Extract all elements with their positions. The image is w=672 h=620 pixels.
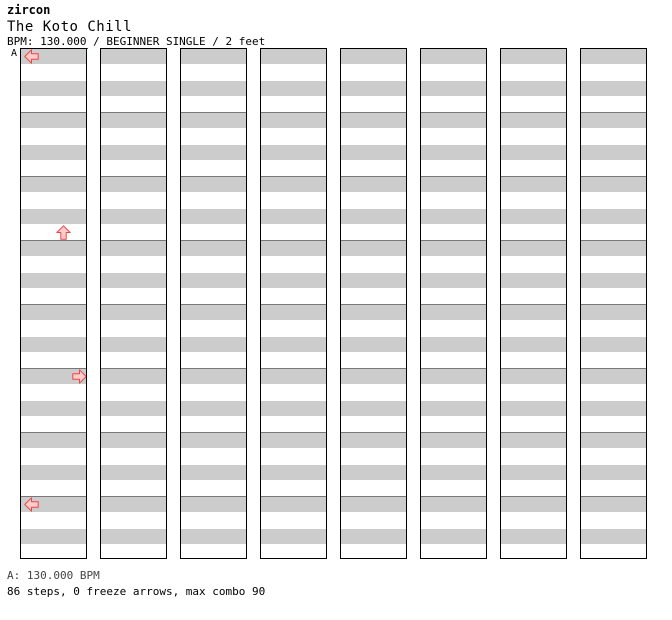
- measure-line: [421, 240, 486, 241]
- measure-line: [101, 240, 166, 241]
- measure-line: [341, 112, 406, 113]
- measure-line: [501, 176, 566, 177]
- chart-column: [20, 48, 87, 559]
- measure-line: [21, 432, 86, 433]
- measure-line: [341, 176, 406, 177]
- measure-line: [341, 304, 406, 305]
- measure-line: [21, 176, 86, 177]
- measure-line: [421, 368, 486, 369]
- measure-line: [261, 496, 326, 497]
- measure-line: [581, 112, 646, 113]
- measure-line: [341, 240, 406, 241]
- measure-line: [21, 496, 86, 497]
- measure-line: [581, 240, 646, 241]
- up-arrow-icon: [56, 225, 71, 240]
- chart-meta: BPM: 130.000 / BEGINNER SINGLE / 2 feet: [7, 35, 266, 48]
- measure-line: [101, 304, 166, 305]
- measure-line: [421, 432, 486, 433]
- measure-line: [181, 496, 246, 497]
- measure-line: [181, 240, 246, 241]
- measure-line: [581, 368, 646, 369]
- measure-line: [501, 496, 566, 497]
- measure-line: [101, 176, 166, 177]
- measure-line: [501, 368, 566, 369]
- chart-column: [260, 48, 327, 559]
- measure-line: [341, 496, 406, 497]
- measure-line: [581, 304, 646, 305]
- measure-line: [261, 304, 326, 305]
- measure-line: [101, 496, 166, 497]
- left-arrow-icon: [24, 49, 39, 64]
- measure-line: [21, 368, 86, 369]
- step-summary: 86 steps, 0 freeze arrows, max combo 90: [7, 585, 266, 598]
- measure-line: [421, 176, 486, 177]
- measure-line: [261, 176, 326, 177]
- measure-line: [261, 240, 326, 241]
- chart-column: [340, 48, 407, 559]
- chart-column: [180, 48, 247, 559]
- artist-name: zircon: [7, 3, 51, 17]
- measure-line: [421, 496, 486, 497]
- measure-line: [181, 304, 246, 305]
- chart-column: [580, 48, 647, 559]
- measure-line: [21, 240, 86, 241]
- measure-line: [261, 368, 326, 369]
- measure-line: [261, 112, 326, 113]
- bpm-legend: A: 130.000 BPM: [7, 569, 100, 582]
- measure-line: [501, 240, 566, 241]
- song-title: The Koto Chill: [7, 19, 133, 35]
- measure-line: [581, 176, 646, 177]
- measure-line: [101, 368, 166, 369]
- measure-line: [501, 112, 566, 113]
- chart-column: [500, 48, 567, 559]
- measure-line: [101, 432, 166, 433]
- measure-line: [341, 432, 406, 433]
- measure-line: [421, 112, 486, 113]
- measure-line: [181, 176, 246, 177]
- measure-line: [181, 112, 246, 113]
- left-arrow-icon: [24, 497, 39, 512]
- measure-line: [21, 304, 86, 305]
- chart-column: [420, 48, 487, 559]
- measure-line: [341, 368, 406, 369]
- right-arrow-icon: [72, 369, 86, 384]
- measure-line: [101, 112, 166, 113]
- measure-line: [581, 496, 646, 497]
- measure-line: [181, 432, 246, 433]
- measure-line: [581, 432, 646, 433]
- measure-line: [501, 432, 566, 433]
- measure-line: [421, 304, 486, 305]
- measure-line: [261, 432, 326, 433]
- bpm-marker-label: A: [11, 48, 18, 59]
- measure-line: [181, 368, 246, 369]
- chart-column: [100, 48, 167, 559]
- measure-line: [21, 112, 86, 113]
- measure-line: [501, 304, 566, 305]
